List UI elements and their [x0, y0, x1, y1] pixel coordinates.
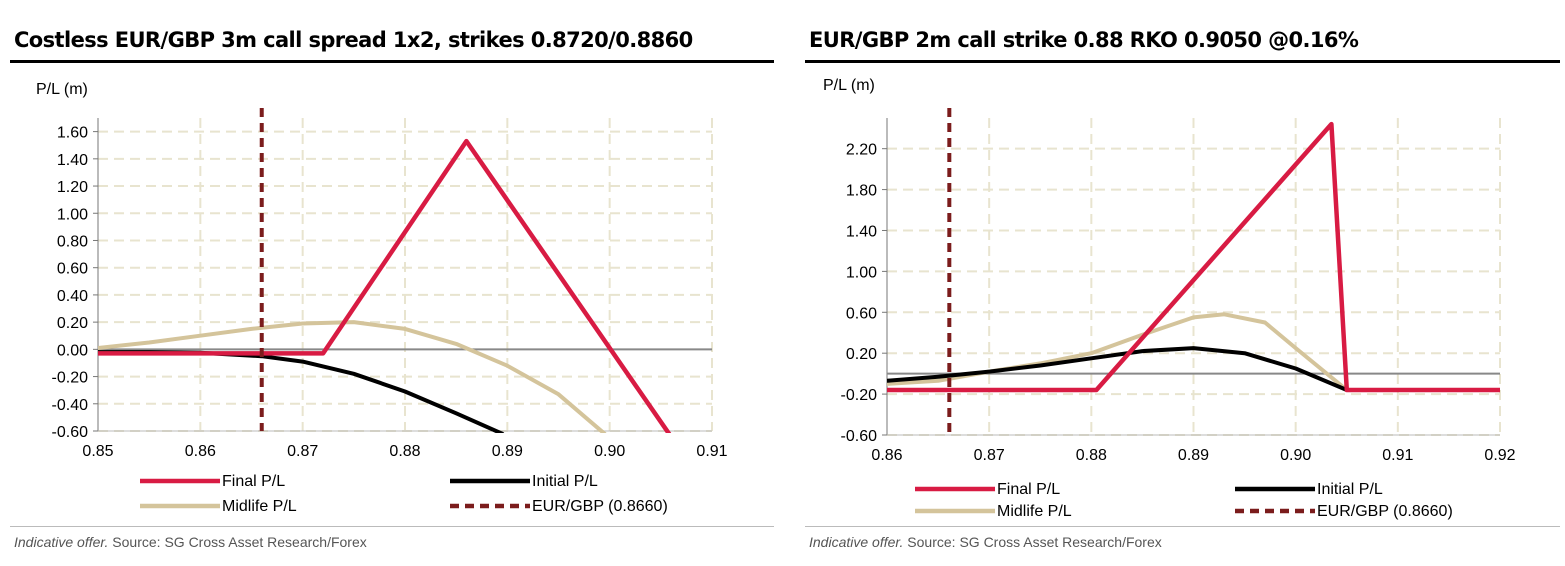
legend-label: Midlife P/L	[997, 503, 1072, 520]
legend-label: Initial P/L	[1317, 481, 1383, 498]
legend-label: EUR/GBP (0.8660)	[532, 498, 668, 515]
series-group	[98, 138, 672, 433]
footer-rule	[805, 526, 1560, 527]
final-p-l-line	[887, 121, 1500, 393]
x-tick-label: 0.87	[287, 443, 318, 460]
y-tick-label: -0.60	[52, 424, 89, 441]
source-text: Source: SG Cross Asset Research/Forex	[903, 534, 1162, 550]
x-tick-label: 0.91	[696, 443, 727, 460]
legend-label: EUR/GBP (0.8660)	[1317, 503, 1453, 520]
legend-label: Final P/L	[222, 473, 285, 490]
chart-title: EUR/GBP 2m call strike 0.88 RKO 0.9050 @…	[809, 28, 1359, 52]
y-tick-label: 0.80	[57, 233, 88, 250]
chart-panel-right: EUR/GBP 2m call strike 0.88 RKO 0.9050 @…	[805, 0, 1560, 566]
title-rule	[805, 60, 1560, 63]
x-tick-label: 0.87	[974, 447, 1005, 464]
x-tick-label: 0.88	[1076, 447, 1107, 464]
x-tick-label: 0.90	[594, 443, 625, 460]
y-tick-label: 0.00	[57, 342, 88, 359]
y-tick-label: 1.80	[846, 183, 877, 200]
midlife-p-l-line	[98, 320, 607, 433]
y-tick-label: 0.60	[846, 305, 877, 322]
legend-label: Final P/L	[997, 481, 1060, 498]
x-tick-label: 0.89	[1178, 447, 1209, 464]
x-tick-label: 0.88	[389, 443, 420, 460]
title-rule	[10, 60, 774, 63]
y-tick-label: 1.00	[846, 264, 877, 281]
x-tick-label: 0.86	[871, 447, 902, 464]
x-tick-label: 0.92	[1484, 447, 1515, 464]
y-tick-label: 0.60	[57, 261, 88, 278]
legend-label: Midlife P/L	[222, 498, 297, 515]
initial-p-l-line	[887, 346, 1500, 392]
x-tick-label: 0.90	[1280, 447, 1311, 464]
chart-panel-left: Costless EUR/GBP 3m call spread 1x2, str…	[10, 0, 774, 566]
pl-chart-left: P/L (m) 1.60 1.40 1.20 1.00 0.80 0.60 0.40 0.20 0…	[36, 81, 728, 515]
series-group	[887, 121, 1500, 393]
y-tick-label: -0.40	[52, 397, 89, 414]
y-tick-label: 1.60	[57, 125, 88, 142]
source-note: Indicative offer. Source: SG Cross Asset…	[14, 534, 367, 550]
y-axis-label: P/L (m)	[823, 77, 875, 94]
chart-title: Costless EUR/GBP 3m call spread 1x2, str…	[14, 28, 693, 52]
y-tick-label: 1.40	[57, 152, 88, 169]
y-tick-label: 2.20	[846, 142, 877, 159]
x-tick-label: 0.91	[1382, 447, 1413, 464]
source-italic: Indicative offer.	[809, 534, 904, 550]
y-tick-label: 0.20	[846, 346, 877, 363]
legend-label: Initial P/L	[532, 473, 598, 490]
y-tick-label: 1.20	[57, 179, 88, 196]
x-tick-label: 0.85	[82, 443, 113, 460]
x-tick-label: 0.89	[492, 443, 523, 460]
pl-chart-right: P/L (m) 2.20 1.80 1.40 1.00 0.60 0.20 -0.20 -0.6…	[823, 77, 1516, 520]
y-tick-label: 1.40	[846, 223, 877, 240]
footer-rule	[10, 526, 774, 527]
y-tick-label: 0.40	[57, 288, 88, 305]
initial-p-l-line	[98, 350, 505, 433]
x-tick-label: 0.86	[185, 443, 216, 460]
source-italic: Indicative offer.	[14, 534, 109, 550]
y-tick-label: 1.00	[57, 206, 88, 223]
source-note: Indicative offer. Source: SG Cross Asset…	[809, 534, 1162, 550]
final-p-l-line	[98, 138, 672, 433]
y-tick-label: 0.20	[57, 315, 88, 332]
source-text: Source: SG Cross Asset Research/Forex	[108, 534, 367, 550]
y-tick-label: -0.20	[52, 370, 89, 387]
y-tick-label: -0.20	[841, 387, 878, 404]
y-axis-label: P/L (m)	[36, 81, 88, 98]
y-tick-label: -0.60	[841, 428, 878, 445]
